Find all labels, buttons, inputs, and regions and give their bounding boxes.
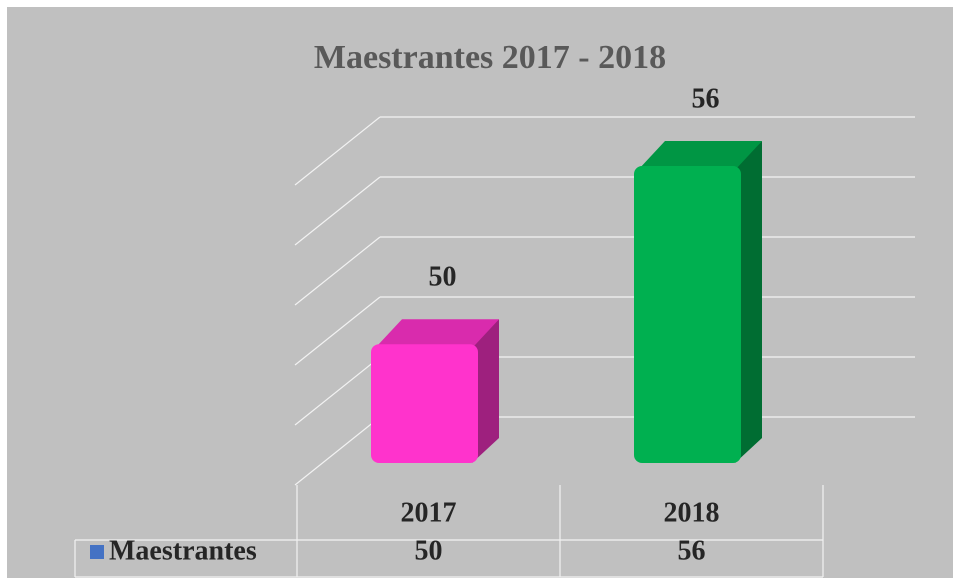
x-tick-label: 2018: [664, 497, 720, 528]
bar: [634, 166, 741, 463]
table-value: 50: [415, 535, 443, 566]
bar-side: [472, 319, 499, 463]
grid-line-side: [294, 176, 381, 246]
data-label: 50: [429, 262, 457, 293]
bar-top: [638, 141, 762, 170]
chart-title: Maestrantes 2017 - 2018: [314, 39, 666, 76]
legend-swatch: [90, 545, 104, 559]
grid-line-side: [294, 356, 381, 426]
bar: [371, 344, 478, 463]
bar-side: [735, 141, 762, 463]
bar-top: [375, 319, 499, 349]
grid-line-side: [294, 236, 381, 306]
data-label: 56: [692, 83, 720, 114]
chart-background: [5, 5, 955, 580]
table-value: 56: [678, 535, 706, 566]
x-tick-label: 2017: [401, 497, 457, 528]
legend-label: Maestrantes: [109, 535, 257, 566]
grid-line-side: [294, 416, 381, 486]
grid-line-side: [294, 296, 381, 366]
grid-line-side: [294, 116, 381, 186]
